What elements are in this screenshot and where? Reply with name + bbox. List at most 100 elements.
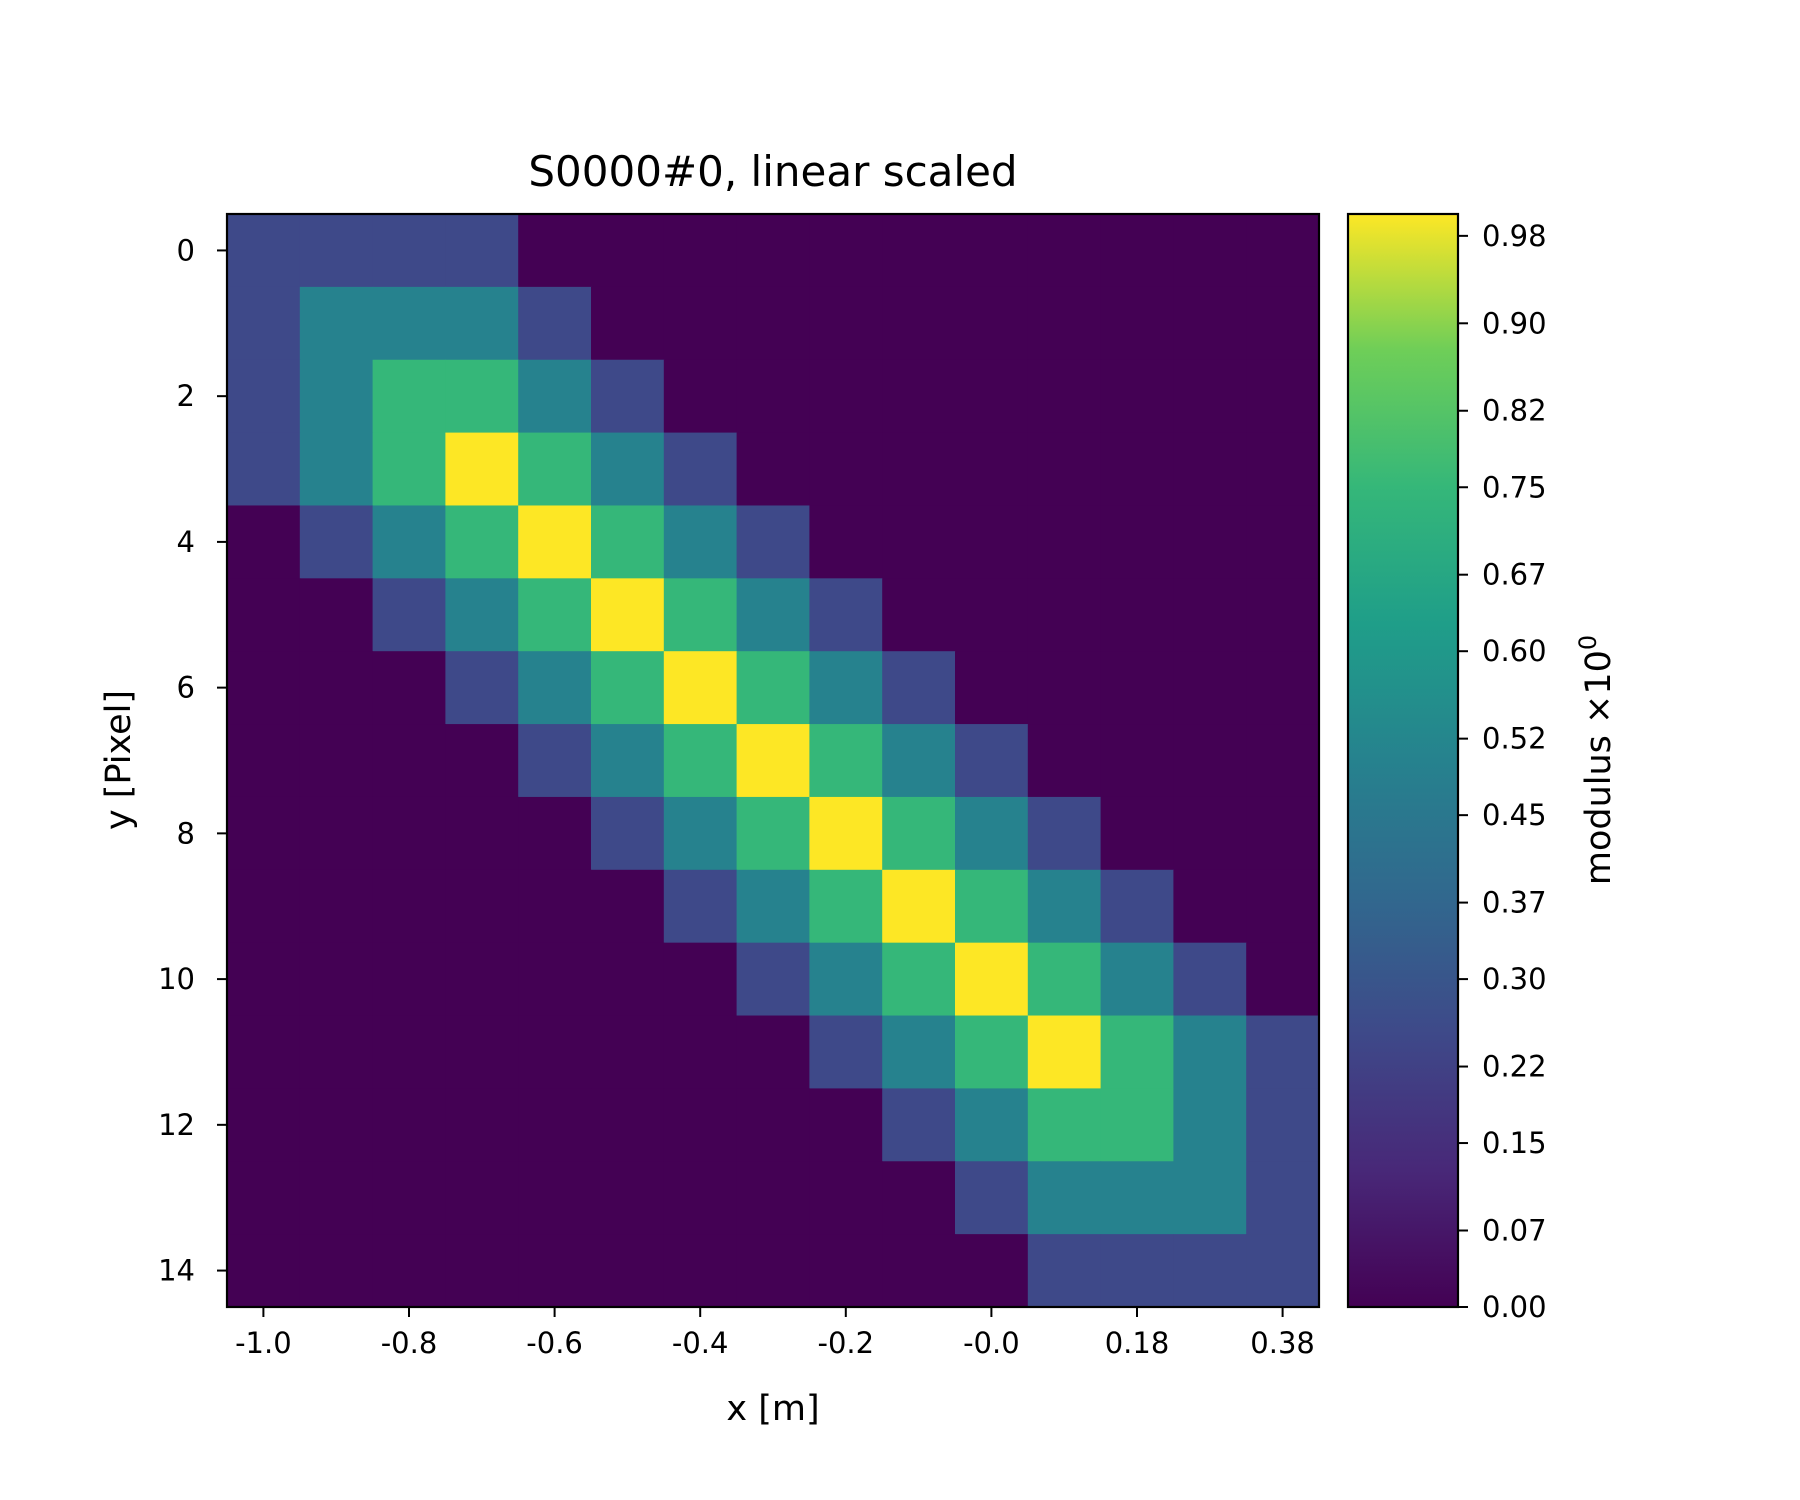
heatmap-cell xyxy=(1027,1161,1102,1235)
heatmap-cell xyxy=(1100,1015,1174,1089)
heatmap-cell xyxy=(736,724,810,798)
x-tick-label: -0.6 xyxy=(526,1326,583,1360)
heatmap-cell xyxy=(955,1234,1029,1308)
heatmap-cell xyxy=(1027,796,1102,871)
heatmap-cell xyxy=(809,286,883,361)
heatmap-cell xyxy=(1173,1015,1247,1089)
colorbar-tick-label: 0.00 xyxy=(1482,1290,1547,1324)
heatmap-cell xyxy=(882,578,956,652)
heatmap-cell xyxy=(227,505,301,579)
heatmap-cell xyxy=(809,942,883,1017)
heatmap-cell xyxy=(445,869,519,944)
heatmap-cell xyxy=(809,1088,883,1162)
heatmap-cell xyxy=(372,1015,446,1089)
heatmap-cell xyxy=(663,1015,738,1089)
heatmap-cell xyxy=(227,286,301,361)
heatmap-cell xyxy=(1173,869,1247,944)
heatmap-cell xyxy=(299,1088,374,1162)
heatmap-cell xyxy=(227,651,301,725)
heatmap-cell xyxy=(445,796,519,871)
y-axis-ticks: 0 2 4 6 8 10 12 14 xyxy=(158,233,227,1288)
heatmap-cell xyxy=(736,578,810,652)
colorbar-tick-label: 0.60 xyxy=(1482,634,1547,668)
colorbar-ticks: 0.00 0.07 0.15 0.22 0.30 0.37 0.45 0.52 0.60 0.67… xyxy=(1458,219,1547,1324)
heatmap-cell xyxy=(591,505,665,579)
heatmap-cell xyxy=(591,432,665,507)
heatmap-cell xyxy=(1100,942,1174,1017)
heatmap-cell xyxy=(1246,1088,1320,1162)
heatmap-cell xyxy=(445,1015,519,1089)
colorbar-tick-label: 0.30 xyxy=(1482,962,1547,996)
heatmap-cell xyxy=(663,505,738,579)
heatmap-cell xyxy=(445,432,519,507)
heatmap-cell xyxy=(663,359,738,434)
heatmap-cell xyxy=(445,1161,519,1235)
heatmap-cell xyxy=(955,1015,1029,1089)
x-tick-label: 0.38 xyxy=(1250,1326,1315,1360)
heatmap-cell xyxy=(518,869,592,944)
heatmap-cell xyxy=(372,1161,446,1235)
heatmap-cell xyxy=(445,286,519,361)
heatmap-cell xyxy=(518,1015,592,1089)
heatmap-cell xyxy=(445,214,519,288)
colorbar-tick-label: 0.22 xyxy=(1482,1050,1547,1084)
heatmap-cell xyxy=(227,1161,301,1235)
heatmap-cell xyxy=(882,869,956,944)
heatmap-cell xyxy=(955,432,1029,507)
heatmap-cell xyxy=(663,651,738,725)
heatmap-cell xyxy=(1100,578,1174,652)
y-tick-label: 8 xyxy=(177,816,195,850)
heatmap-cell xyxy=(299,359,374,434)
heatmap-cell xyxy=(1173,214,1247,288)
y-tick-label: 10 xyxy=(158,962,195,996)
heatmap-cell xyxy=(591,359,665,434)
colorbar-tick-label: 0.52 xyxy=(1482,722,1547,756)
heatmap-cell xyxy=(1100,505,1174,579)
colorbar xyxy=(1346,212,1460,1309)
heatmap-cell xyxy=(1246,1161,1320,1235)
heatmap-cell xyxy=(882,796,956,871)
heatmap-cell xyxy=(445,1234,519,1308)
heatmap-cell xyxy=(955,651,1029,725)
colorbar-tick-label: 0.45 xyxy=(1482,798,1547,832)
heatmap-cell xyxy=(882,1234,956,1308)
heatmap-cell xyxy=(518,505,592,579)
heatmap-cell xyxy=(372,796,446,871)
heatmap-cell xyxy=(518,1161,592,1235)
heatmap-cell xyxy=(518,942,592,1017)
colorbar-tick-label: 0.07 xyxy=(1482,1213,1547,1247)
heatmap-cell xyxy=(227,1015,301,1089)
heatmap-cell xyxy=(809,1161,883,1235)
heatmap-cell xyxy=(445,359,519,434)
heatmap-cell xyxy=(372,432,446,507)
heatmap-cell xyxy=(299,724,374,798)
heatmap-cell xyxy=(663,1088,738,1162)
heatmap-cell xyxy=(299,286,374,361)
heatmap-cell xyxy=(809,869,883,944)
heatmap-cell xyxy=(445,942,519,1017)
heatmap-cell xyxy=(1027,578,1102,652)
heatmap-cell xyxy=(955,359,1029,434)
heatmap-cell xyxy=(1027,505,1102,579)
heatmap-cell xyxy=(372,1234,446,1308)
heatmap-cell xyxy=(518,432,592,507)
heatmap-cell xyxy=(736,214,810,288)
heatmap-cell xyxy=(663,942,738,1017)
heatmap-cell xyxy=(663,214,738,288)
heatmap-cell xyxy=(955,942,1029,1017)
colorbar-tick-label: 0.90 xyxy=(1482,306,1547,340)
heatmap-cell xyxy=(227,796,301,871)
heatmap-cell xyxy=(882,359,956,434)
heatmap-cell xyxy=(1100,1161,1174,1235)
heatmap-cell xyxy=(1100,651,1174,725)
heatmap-cell xyxy=(882,214,956,288)
heatmap-cell xyxy=(1100,286,1174,361)
heatmap-cell xyxy=(299,578,374,652)
heatmap-cell xyxy=(1246,942,1320,1017)
heatmap-cell xyxy=(663,286,738,361)
heatmap-cell xyxy=(299,869,374,944)
heatmap-cell xyxy=(1027,214,1102,288)
heatmap-cell xyxy=(663,1234,738,1308)
heatmap-cell xyxy=(591,1088,665,1162)
